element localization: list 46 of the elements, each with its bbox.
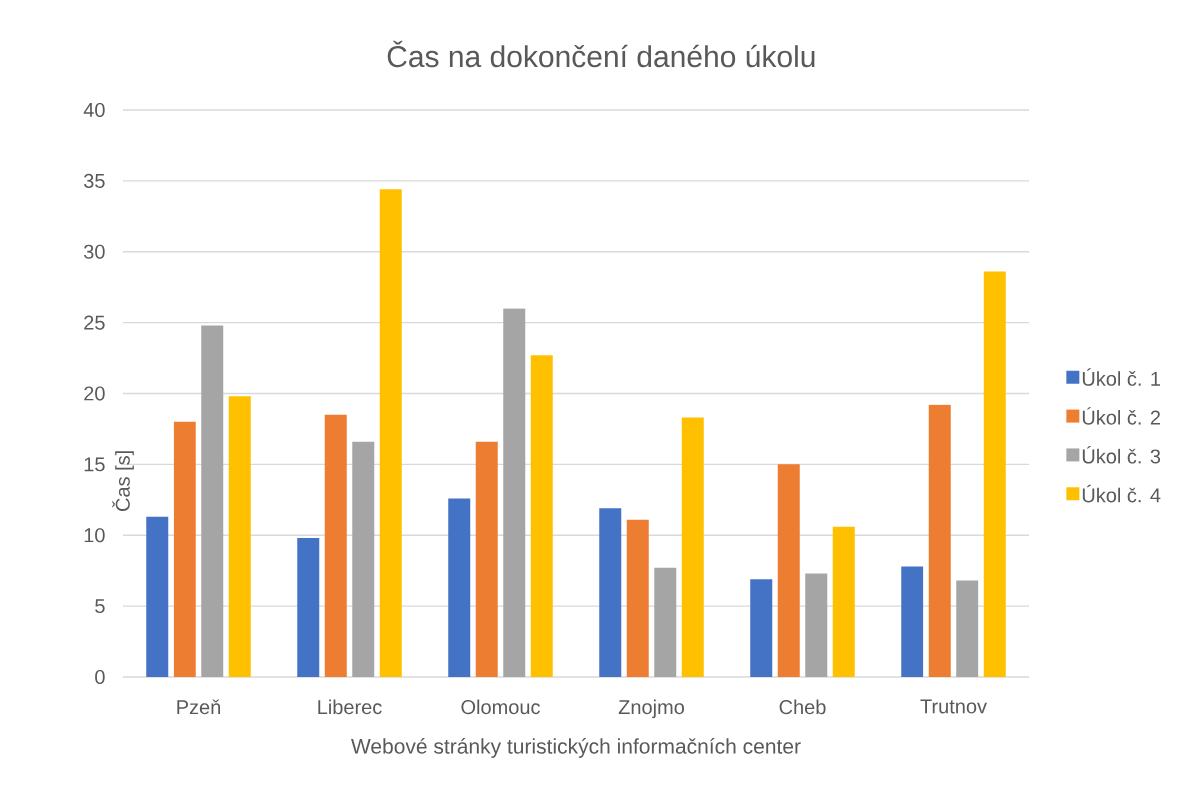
bar [503, 308, 526, 677]
legend-label: Úkol č. 2 [1082, 407, 1160, 425]
x-tick-label: Olomouc [461, 699, 540, 715]
y-tick-label: 10 [84, 528, 105, 543]
bar [228, 396, 251, 677]
y-tick-label: 30 [84, 244, 105, 259]
y-tick-label: 15 [84, 457, 105, 472]
x-tick-label: Liberec [318, 699, 382, 715]
legend-label: Úkol č. 1 [1082, 368, 1161, 386]
bar [956, 580, 979, 677]
bar [928, 404, 951, 677]
legend-label: Úkol č. 3 [1082, 446, 1161, 464]
bar [983, 271, 1006, 677]
chart-title: Čas na dokončení daného úkolu [387, 40, 815, 68]
x-tick-label: Znojmo [618, 699, 685, 719]
bar [530, 355, 553, 677]
y-tick-label: 20 [84, 386, 105, 401]
bar [777, 464, 800, 677]
y-tick-label: 25 [84, 315, 105, 330]
bar [352, 441, 375, 677]
x-tick-label: Cheb [779, 699, 826, 715]
bar [379, 189, 402, 677]
bar [173, 421, 196, 677]
bar [654, 567, 677, 677]
x-tick-label: Trutnov [920, 699, 987, 714]
bar [901, 566, 924, 677]
bar [324, 414, 347, 677]
bar [448, 498, 471, 677]
bar [832, 526, 855, 677]
y-tick-label: 5 [95, 599, 105, 614]
y-axis-title: Čas [s] [112, 451, 134, 511]
bar [201, 325, 224, 677]
bar [146, 516, 169, 677]
bar [297, 538, 320, 677]
bar [599, 508, 622, 677]
x-axis-title: Webové stránky turistických informačních center [351, 738, 801, 758]
legend-label: Úkol č. 4 [1082, 484, 1161, 503]
bar [626, 519, 649, 677]
x-tick-label: Pzeň [177, 699, 221, 715]
bar [805, 573, 828, 677]
bar [475, 441, 498, 677]
bar [750, 579, 773, 677]
y-tick-label: 0 [95, 669, 105, 685]
y-tick-label: 40 [83, 102, 105, 118]
bar [681, 417, 704, 677]
y-tick-label: 35 [84, 173, 105, 188]
